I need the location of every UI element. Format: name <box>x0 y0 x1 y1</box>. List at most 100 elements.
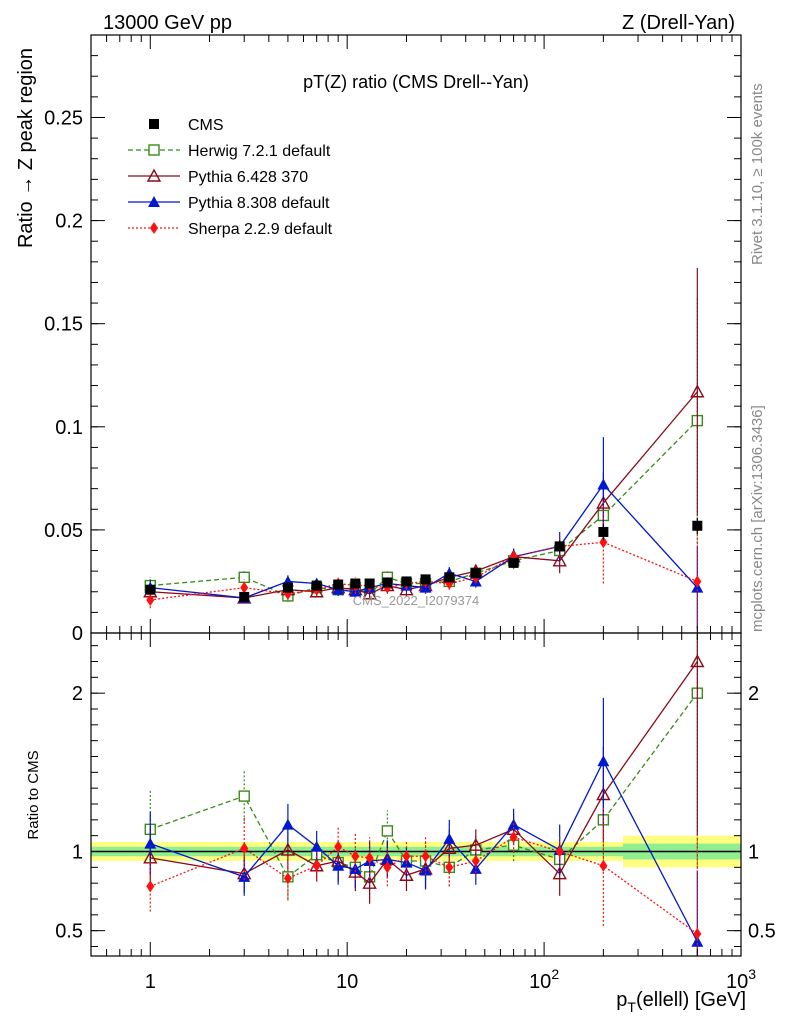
bottom-ylabel: Ratio to CMS <box>25 750 42 839</box>
top-pythia-6-428-370-point <box>309 584 324 598</box>
top-pythia-6-428-370-point <box>690 384 705 398</box>
bottom-sherpa-2-2-9-default-point <box>146 880 155 893</box>
top-y-tick-label: 0.05 <box>44 520 83 542</box>
top-cms-point <box>311 580 322 591</box>
top-pythia-6-428-370-line <box>150 391 698 599</box>
header-right-label: Z (Drell-Yan) <box>622 12 735 34</box>
bottom-pythia-8-308-default-point <box>238 870 251 882</box>
bottom-pythia-6-428-370-point <box>468 837 483 851</box>
bottom-sherpa-2-2-9-default-point <box>351 850 360 863</box>
bottom-pythia-8-308-default-line <box>150 759 698 943</box>
top-y-tick-label: 0.1 <box>55 417 83 439</box>
bottom-pythia-8-308-default-point <box>310 840 323 852</box>
top-cms-point <box>145 584 156 595</box>
bottom-pythia-8-308-default-point <box>691 935 704 947</box>
bottom-sherpa-2-2-9-default-line <box>150 836 698 935</box>
bottom-x-tick-label: 102 <box>529 966 559 993</box>
bottom-pythia-8-308-default-point <box>597 755 610 767</box>
top-y-tick-label: 0 <box>72 623 83 645</box>
bottom-x-tick-label: 10 <box>336 971 358 993</box>
top-pythia-6-428-370-point <box>552 553 567 567</box>
bottom-x-tick-label: 1 <box>145 971 156 993</box>
top-y-tick-label: 0.25 <box>44 107 83 129</box>
top-watermark: CMS_2022_I2079374 <box>353 593 480 608</box>
top-cms-point <box>382 577 393 588</box>
bottom-sherpa-2-2-9-default-point <box>445 861 454 874</box>
bottom-sherpa-2-2-9-default-point <box>334 840 343 853</box>
top-cms-point <box>333 579 344 590</box>
legend-herwig-7-2-1-default-label: Herwig 7.2.1 default <box>188 143 331 160</box>
legend-herwig-7-2-1-default-marker <box>148 144 160 156</box>
top-cms-point <box>364 578 375 589</box>
bottom-sherpa-2-2-9-default-point <box>240 842 249 855</box>
bottom-sherpa-2-2-9-default-point <box>312 859 321 872</box>
top-sherpa-2-2-9-default-point <box>599 536 608 549</box>
bottom-pythia-6-428-370-point <box>399 867 414 881</box>
bottom-pythia-8-308-default-point <box>381 853 394 865</box>
legend: CMS Herwig 7.2.1 default Pythia 6.428 370 P… <box>128 117 333 238</box>
header-left-label: 13000 GeV pp <box>103 12 232 34</box>
bottom-sherpa-2-2-9-default-point <box>599 859 608 872</box>
bottom-pythia-6-428-370-point <box>280 842 296 856</box>
legend-pythia-8-308-default-marker <box>148 196 160 207</box>
bottom-y-tick-label: 1 <box>72 842 83 864</box>
bottom-pythia-6-428-370-point <box>690 654 705 668</box>
top-cms-point <box>420 574 431 585</box>
bottom-sherpa-2-2-9-default-point <box>402 850 411 863</box>
bottom-sherpa-2-2-9-default-point <box>509 831 518 844</box>
bottom-pythia-8-308-default-point <box>443 832 456 844</box>
top-cms-point <box>282 582 293 593</box>
top-sherpa-2-2-9-default-line <box>150 541 698 601</box>
bottom-y-tick-label-right: 2 <box>748 683 759 705</box>
top-cms-point <box>350 578 361 589</box>
bottom-xlabel: pT(ellell) [GeV] <box>616 989 746 1015</box>
legend-cms-label: CMS <box>188 117 224 134</box>
side-label-rivet: Rivet 3.1.10, ≥ 100k events <box>749 83 766 265</box>
top-sherpa-2-2-9-default-point <box>240 581 249 594</box>
bottom-pythia-8-308-default-point <box>349 862 362 874</box>
top-cms-point <box>554 541 565 552</box>
bottom-y-tick-label: 0.5 <box>55 921 83 943</box>
top-cms-point <box>401 576 412 587</box>
top-pythia-6-428-370-point <box>362 586 377 600</box>
top-cms-point <box>692 520 703 531</box>
top-sherpa-2-2-9-default-point <box>146 594 155 607</box>
legend-cms-marker <box>149 119 159 129</box>
bottom-y-tick-label: 2 <box>72 683 83 705</box>
bottom-pythia-8-308-default-point <box>144 837 157 849</box>
legend-pythia-8-308-default-label: Pythia 8.308 default <box>188 195 330 212</box>
legend-sherpa-2-2-9-default-label: Sherpa 2.2.9 default <box>188 221 333 238</box>
legend-pythia-6-428-370-label: Pythia 6.428 370 <box>188 169 308 186</box>
bottom-pythia-6-428-370-line <box>150 661 698 885</box>
top-panel: 0 0.05 0.1 0.15 0.2 0.25 pT(Z) ratio (CMS Dre… <box>15 34 742 645</box>
bottom-herwig-7-2-1-default-point <box>238 790 250 802</box>
bottom-sherpa-2-2-9-default-point <box>693 927 702 940</box>
bottom-pythia-8-308-default-point <box>281 818 294 830</box>
bottom-sherpa-2-2-9-default-point <box>365 851 374 864</box>
top-pythia-8-308-default-point <box>597 478 610 490</box>
top-cms-point <box>239 591 250 602</box>
bottom-sherpa-2-2-9-default-point <box>283 872 292 885</box>
bottom-sherpa-2-2-9-default-point <box>555 845 564 858</box>
top-title: pT(Z) ratio (CMS Drell--Yan) <box>303 72 529 92</box>
bottom-sherpa-2-2-9-default-point <box>471 855 480 867</box>
bottom-sherpa-2-2-9-default-point <box>383 861 392 874</box>
top-cms-point <box>508 557 519 568</box>
top-y-tick-label: 0.2 <box>55 211 83 233</box>
top-herwig-7-2-1-default-point <box>238 571 250 584</box>
top-cms-point <box>444 572 455 583</box>
top-ylabel: Ratio → Z peak region <box>15 48 37 248</box>
top-sherpa-2-2-9-default-point <box>693 575 702 588</box>
legend-pythia-6-428-370-marker <box>146 168 162 182</box>
bottom-frame <box>90 632 742 957</box>
legend-sherpa-2-2-9-default-marker <box>150 222 158 234</box>
top-cms-point <box>598 526 609 537</box>
side-label-mcplots: mcplots.cern.ch [arXiv:1306.3436] <box>749 405 766 632</box>
top-y-tick-label: 0.15 <box>44 314 83 336</box>
bottom-sherpa-2-2-9-default-point <box>421 850 430 863</box>
bottom-y-tick-label-right: 1 <box>748 842 759 864</box>
top-cms-point <box>470 568 481 579</box>
bottom-herwig-7-2-1-default-point <box>381 825 394 837</box>
